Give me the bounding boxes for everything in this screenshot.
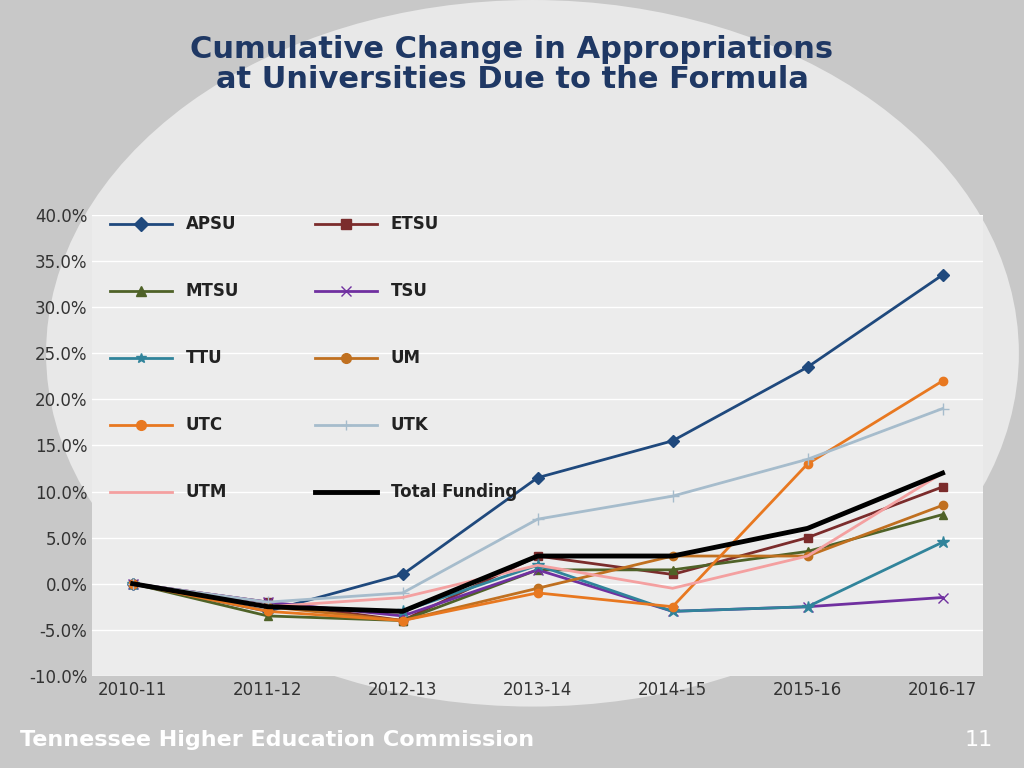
UTC [802, 459, 814, 468]
UTM [531, 561, 544, 570]
ETSU [127, 579, 139, 588]
UTK [261, 598, 273, 607]
ETSU [802, 533, 814, 542]
UTK [531, 515, 544, 524]
TSU [396, 611, 409, 621]
UTK [936, 404, 948, 413]
Text: ETSU: ETSU [390, 215, 439, 233]
TTU [667, 607, 679, 616]
MTSU [936, 510, 948, 519]
ETSU [396, 616, 409, 625]
UTM [127, 579, 139, 588]
Total Funding [531, 551, 544, 561]
UTM [261, 602, 273, 611]
Text: UM: UM [390, 349, 421, 367]
ETSU [667, 570, 679, 579]
APSU [667, 436, 679, 445]
Text: Tennessee Higher Education Commission: Tennessee Higher Education Commission [20, 730, 535, 750]
UM [667, 551, 679, 561]
MTSU [127, 579, 139, 588]
ETSU [531, 551, 544, 561]
Text: at Universities Due to the Formula: at Universities Due to the Formula [216, 65, 808, 94]
Total Funding [127, 579, 139, 588]
ETSU [261, 598, 273, 607]
MTSU [667, 565, 679, 574]
Total Funding [667, 551, 679, 561]
MTSU [531, 565, 544, 574]
UTC [261, 607, 273, 616]
ETSU [936, 482, 948, 492]
TSU [936, 593, 948, 602]
UM [531, 584, 544, 593]
UTM [396, 593, 409, 602]
Text: UTC: UTC [185, 415, 223, 434]
UTK [667, 492, 679, 501]
Ellipse shape [46, 0, 1019, 707]
Text: 11: 11 [965, 730, 993, 750]
Line: TTU: TTU [126, 536, 949, 617]
TSU [261, 598, 273, 607]
UTC [127, 579, 139, 588]
Text: Total Funding: Total Funding [390, 482, 517, 501]
UTC [936, 376, 948, 386]
TTU [531, 561, 544, 570]
Text: MTSU: MTSU [185, 282, 239, 300]
TSU [531, 565, 544, 574]
APSU [802, 362, 814, 372]
Text: Cumulative Change in Appropriations: Cumulative Change in Appropriations [190, 35, 834, 64]
Total Funding [936, 468, 948, 478]
UTC [531, 588, 544, 598]
TSU [802, 602, 814, 611]
TTU [396, 607, 409, 616]
Text: UTK: UTK [390, 415, 428, 434]
Line: MTSU: MTSU [128, 511, 947, 624]
UM [127, 579, 139, 588]
MTSU [396, 616, 409, 625]
Text: TTU: TTU [185, 349, 222, 367]
Line: Total Funding: Total Funding [133, 473, 942, 611]
Total Funding [261, 602, 273, 611]
UM [396, 616, 409, 625]
UM [261, 602, 273, 611]
UTK [396, 588, 409, 598]
APSU [261, 607, 273, 616]
APSU [936, 270, 948, 280]
UTC [667, 602, 679, 611]
TTU [802, 602, 814, 611]
Line: TSU: TSU [128, 565, 947, 621]
TTU [936, 538, 948, 547]
Text: APSU: APSU [185, 215, 237, 233]
TSU [127, 579, 139, 588]
APSU [127, 579, 139, 588]
MTSU [261, 611, 273, 621]
UM [802, 551, 814, 561]
Line: UTK: UTK [126, 402, 949, 608]
Text: TSU: TSU [390, 282, 427, 300]
MTSU [802, 547, 814, 556]
Line: APSU: APSU [128, 271, 947, 615]
Text: UTM: UTM [185, 482, 227, 501]
UTM [802, 551, 814, 561]
UTM [936, 468, 948, 478]
APSU [531, 473, 544, 482]
Total Funding [396, 607, 409, 616]
UTK [802, 455, 814, 464]
Line: UTM: UTM [133, 473, 942, 607]
UTC [396, 616, 409, 625]
Line: UM: UM [128, 502, 947, 624]
TTU [127, 579, 139, 588]
TSU [667, 607, 679, 616]
Line: UTC: UTC [128, 377, 947, 624]
UTK [127, 579, 139, 588]
UTM [667, 584, 679, 593]
Line: ETSU: ETSU [128, 483, 947, 624]
Total Funding [802, 524, 814, 533]
APSU [396, 570, 409, 579]
UM [936, 501, 948, 510]
TTU [261, 602, 273, 611]
